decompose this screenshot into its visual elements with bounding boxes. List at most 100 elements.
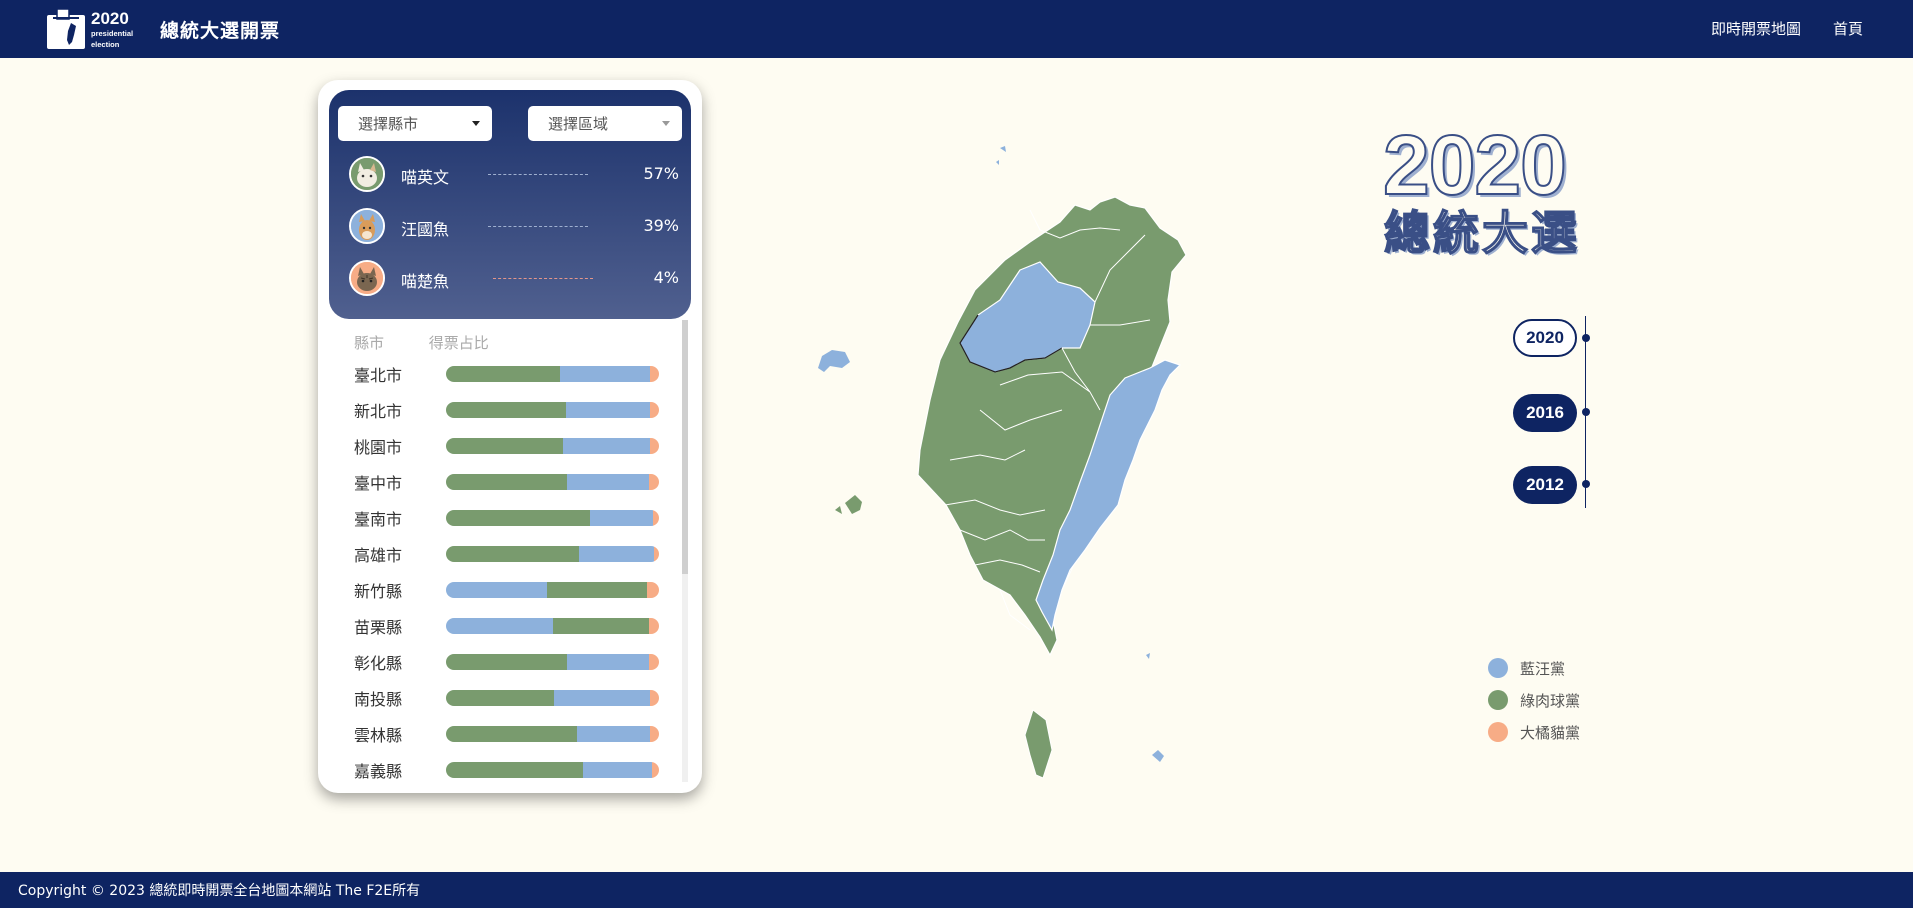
county-name: 高雄市 xyxy=(354,546,403,565)
site-title[interactable]: 總統大選開票 xyxy=(160,20,281,42)
candidate-row: 喵英文 57% xyxy=(349,156,679,192)
county-name: 臺北市 xyxy=(354,366,403,385)
vote-share-segment xyxy=(563,438,651,454)
candidate-percentage: 39% xyxy=(643,216,679,235)
timeline-dot xyxy=(1582,480,1590,488)
candidate-row: 喵楚魚 4% xyxy=(349,260,679,296)
year-button-2016[interactable]: 2016 xyxy=(1513,394,1577,432)
vote-share-segment xyxy=(446,726,577,742)
vote-share-bar xyxy=(446,582,659,598)
timeline-dot xyxy=(1582,408,1590,416)
table-header: 縣市 得票占比 xyxy=(354,332,489,353)
vote-share-bar xyxy=(446,726,659,742)
vote-share-segment xyxy=(579,546,654,562)
vote-share-bar xyxy=(446,474,659,490)
table-row[interactable]: 苗栗縣 xyxy=(354,614,664,637)
vote-share-bar xyxy=(446,366,659,382)
legend-swatch xyxy=(1488,658,1508,678)
table-row[interactable]: 雲林縣 xyxy=(354,722,664,745)
table-row[interactable]: 臺北市 xyxy=(354,362,664,385)
vote-share-segment xyxy=(446,366,560,382)
logo-year: 2020 xyxy=(91,8,129,28)
timeline-dot xyxy=(1582,334,1590,342)
vote-share-segment xyxy=(650,438,659,454)
table-row[interactable]: 南投縣 xyxy=(354,686,664,709)
county-name: 臺南市 xyxy=(354,510,403,529)
county-name: 雲林縣 xyxy=(354,726,403,745)
table-row[interactable]: 高雄市 xyxy=(354,542,664,565)
divider-dash xyxy=(488,174,588,175)
candidate-name: 汪國魚 xyxy=(401,220,450,239)
taiwan-map xyxy=(800,110,1260,790)
table-row[interactable]: 彰化縣 xyxy=(354,650,664,673)
legend-label: 大橘貓黨 xyxy=(1520,723,1581,742)
vote-share-segment xyxy=(446,618,553,634)
summary-card: 選擇縣市 選擇區域 喵英文 57% xyxy=(329,90,691,319)
map-region-penghu xyxy=(845,495,862,514)
divider-dash xyxy=(488,226,588,227)
legend-swatch xyxy=(1488,690,1508,710)
vote-share-segment xyxy=(650,402,659,418)
candidate-percentage: 57% xyxy=(643,164,679,183)
vote-share-bar xyxy=(446,690,659,706)
vote-share-segment xyxy=(650,690,659,706)
dog-avatar xyxy=(349,208,385,244)
vote-share-segment xyxy=(650,726,659,742)
chevron-down-icon xyxy=(472,121,480,126)
table-row[interactable]: 臺南市 xyxy=(354,506,664,529)
vote-share-segment xyxy=(567,474,650,490)
logo-subtitle: presidential xyxy=(91,28,134,38)
vote-share-bar xyxy=(446,546,659,562)
vote-share-segment xyxy=(576,726,651,742)
vote-share-segment xyxy=(446,690,554,706)
vote-share-bar xyxy=(446,618,659,634)
vote-share-segment xyxy=(652,510,659,526)
county-name: 南投縣 xyxy=(354,690,403,709)
area-select[interactable]: 選擇區域 xyxy=(528,106,682,141)
table-row[interactable]: 臺中市 xyxy=(354,470,664,493)
table-row[interactable]: 桃園市 xyxy=(354,434,664,457)
legend-item: 藍汪黨 xyxy=(1488,657,1565,679)
table-row[interactable]: 新竹縣 xyxy=(354,578,664,601)
top-navbar: 2020 presidential election 總統大選開票 即時開票地圖… xyxy=(0,0,1913,58)
candidate-name: 喵英文 xyxy=(401,168,450,187)
main-nav: 即時開票地圖 首頁 xyxy=(1711,18,1863,39)
chevron-down-icon xyxy=(662,121,670,126)
vote-share-segment xyxy=(649,618,659,634)
hero-year: 2020 xyxy=(1382,118,1568,212)
legend-item: 大橘貓黨 xyxy=(1488,721,1580,743)
nav-home[interactable]: 首頁 xyxy=(1832,20,1863,38)
vote-share-segment xyxy=(446,654,568,670)
year-button-2012[interactable]: 2012 xyxy=(1513,466,1577,504)
cat-avatar xyxy=(349,156,385,192)
nav-live-map[interactable]: 即時開票地圖 xyxy=(1710,20,1801,38)
vote-share-segment xyxy=(647,582,659,598)
vote-share-bar xyxy=(446,402,659,418)
site-logo[interactable]: 2020 presidential election xyxy=(47,8,142,50)
legend-label: 藍汪黨 xyxy=(1520,659,1566,678)
vote-share-segment xyxy=(566,402,651,418)
candidate-name: 喵楚魚 xyxy=(401,272,450,291)
city-select[interactable]: 選擇縣市 xyxy=(338,106,492,141)
results-panel: 選擇縣市 選擇區域 喵英文 57% xyxy=(318,80,702,793)
table-row[interactable]: 新北市 xyxy=(354,398,664,421)
vote-share-segment xyxy=(650,366,659,382)
vote-share-segment xyxy=(446,510,590,526)
vote-share-segment xyxy=(552,618,650,634)
divider-dash xyxy=(493,278,593,279)
year-button-2020[interactable]: 2020 xyxy=(1513,319,1577,357)
vote-share-bar xyxy=(446,654,659,670)
vote-share-segment xyxy=(446,582,548,598)
county-name: 臺中市 xyxy=(354,474,403,493)
tabby-cat-avatar xyxy=(349,260,385,296)
table-row[interactable]: 嘉義縣 xyxy=(354,758,664,781)
map-region-lanyu xyxy=(1152,750,1164,762)
vote-share-segment xyxy=(553,690,651,706)
footer: Copyright © 2023 總統即時開票全台地圖本網站 The F2E所有 xyxy=(0,872,1913,908)
county-name: 新北市 xyxy=(354,402,403,421)
scrollbar-thumb[interactable] xyxy=(682,320,688,574)
candidate-row: 汪國魚 39% xyxy=(349,208,679,244)
county-name: 苗栗縣 xyxy=(354,618,403,637)
copyright-text: Copyright © 2023 總統即時開票全台地圖本網站 The F2E所有 xyxy=(18,883,421,899)
legend-swatch xyxy=(1488,722,1508,742)
